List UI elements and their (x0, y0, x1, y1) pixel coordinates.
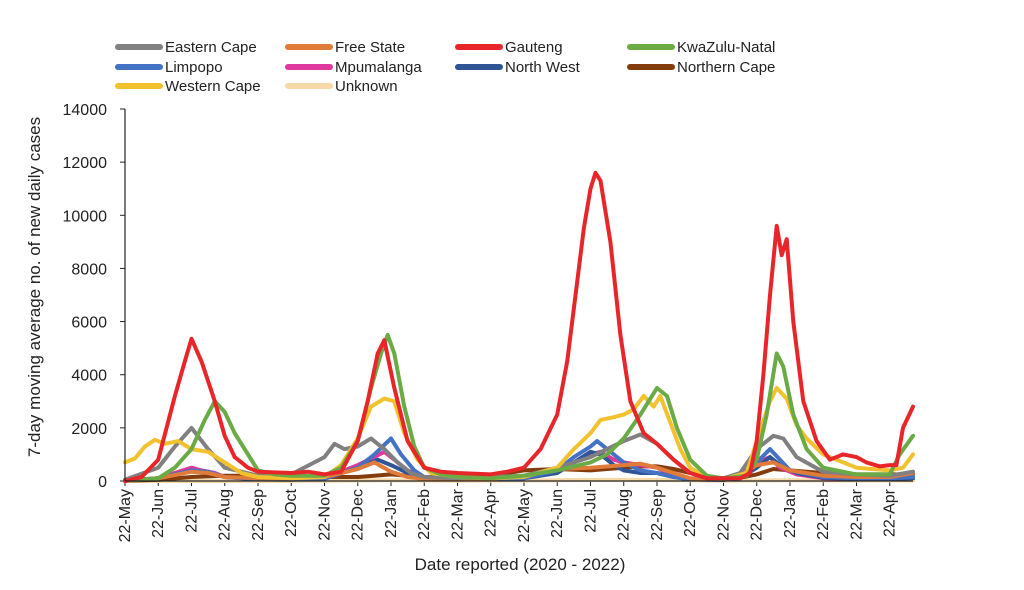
x-tick-label: 22-Feb (815, 489, 832, 540)
x-axis-ticks: 22-May 22-Jun 22-Jul 22-Aug 22-Sep 22-Oct 22-N… (117, 481, 899, 542)
x-tick-label: 22-Oct (682, 488, 699, 537)
legend-label: Gauteng (505, 39, 563, 56)
legend-item: Gauteng (455, 39, 563, 56)
x-tick-label: 22-Sep (250, 489, 267, 541)
series-line-gauteng (123, 170, 915, 483)
series-line-kwazulu-natal (123, 332, 915, 483)
x-tick-label: 22-Aug (616, 489, 633, 541)
x-tick-label: 22-Dec (749, 489, 766, 541)
y-tick-label: 8000 (71, 261, 107, 278)
x-tick-label: 22-Jan (383, 489, 400, 538)
legend-label: Mpumalanga (335, 59, 422, 76)
series-layer (123, 170, 915, 483)
x-tick-label: 22-Jul (183, 489, 200, 533)
y-tick-label: 2000 (71, 421, 107, 438)
legend-item: Eastern Cape (115, 39, 257, 56)
x-tick-label: 22-Apr (483, 488, 500, 537)
x-tick-label: 22-Dec (350, 489, 367, 541)
legend-item: Western Cape (115, 78, 261, 95)
legend-label: Unknown (335, 78, 398, 95)
y-tick-label: 14000 (63, 102, 108, 119)
x-tick-label: 22-Mar (848, 488, 865, 539)
y-tick-label: 6000 (71, 315, 107, 332)
x-tick-label: 22-Aug (217, 489, 234, 541)
legend-item: Unknown (285, 78, 398, 95)
legend-label: North West (505, 59, 581, 76)
legend-item: Free State (285, 39, 405, 56)
x-tick-label: 22-Nov (316, 489, 333, 541)
legend-label: Western Cape (165, 78, 261, 95)
x-tick-label: 22-Mar (449, 488, 466, 539)
legend-label: Eastern Cape (165, 39, 257, 56)
legend-label: KwaZulu-Natal (677, 39, 775, 56)
x-tick-label: 22-May (516, 489, 533, 542)
x-tick-label: 22-Jan (782, 489, 799, 538)
legend-label: Limpopo (165, 59, 223, 76)
series-line-western-cape (123, 386, 915, 481)
y-tick-label: 4000 (71, 368, 107, 385)
x-tick-label: 22-Feb (416, 489, 433, 540)
legend-item: Mpumalanga (285, 59, 422, 76)
y-axis-title: 7-day moving average no. of new daily ca… (25, 117, 44, 457)
y-tick-label: 10000 (63, 208, 108, 225)
legend-item: Northern Cape (627, 59, 775, 76)
legend-label: Free State (335, 39, 405, 56)
legend: Eastern Cape Free State Gauteng KwaZulu-Nat… (115, 39, 775, 95)
legend-item: KwaZulu-Natal (627, 39, 775, 56)
legend-item: Limpopo (115, 59, 223, 76)
x-tick-label: 22-Jun (549, 489, 566, 538)
x-tick-label: 22-Sep (649, 489, 666, 541)
x-tick-label: 22-Apr (882, 488, 899, 537)
x-tick-label: 22-Jul (582, 489, 599, 533)
x-tick-label: 22-Oct (283, 488, 300, 537)
x-tick-label: 22-Nov (715, 489, 732, 541)
x-tick-label: 22-Jun (150, 489, 167, 538)
legend-label: Northern Cape (677, 59, 775, 76)
y-axis-ticks: 0 2000 4000 6000 8000 10000 12000 14000 (63, 102, 125, 491)
x-axis-title: Date reported (2020 - 2022) (415, 555, 626, 574)
legend-item: North West (455, 59, 581, 76)
y-tick-label: 12000 (63, 155, 108, 172)
y-tick-label: 0 (98, 474, 107, 491)
x-tick-label: 22-May (117, 489, 134, 542)
